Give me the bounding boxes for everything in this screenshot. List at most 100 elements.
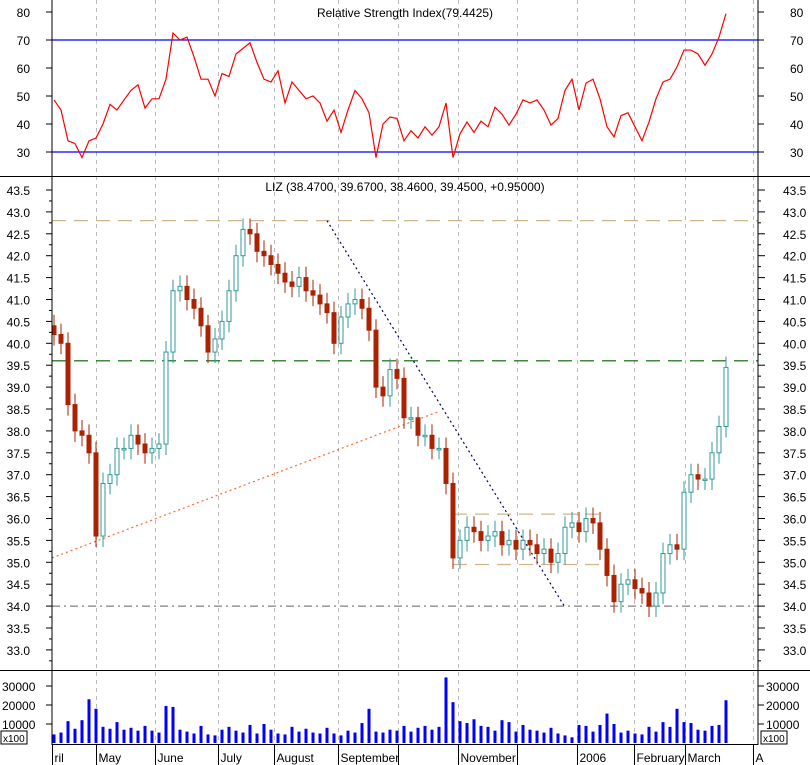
volume-bar: [59, 732, 63, 743]
price-tick-label-left: 40.5: [7, 315, 31, 329]
volume-bar: [290, 726, 294, 743]
price-tick-label-right: 36.0: [783, 513, 807, 527]
volume-bar: [164, 705, 168, 743]
candle-up: [233, 255, 239, 292]
volume-bar: [619, 732, 623, 743]
candle-up: [660, 553, 666, 594]
candle-up: [681, 491, 687, 550]
price-tick-label-right: 39.5: [783, 359, 807, 373]
volume-bar: [528, 729, 532, 743]
price-tick-label-right: 41.0: [783, 294, 807, 308]
candle-down: [639, 588, 645, 594]
volume-bar: [493, 730, 497, 743]
month-label: November: [461, 751, 516, 765]
volume-bar: [108, 728, 112, 743]
volume-bar: [52, 734, 56, 743]
volume-bar: [724, 700, 728, 743]
candle-down: [93, 452, 99, 537]
candle-up: [387, 369, 393, 397]
volume-bar: [73, 728, 77, 743]
candle-up: [107, 474, 113, 484]
volume-bar: [402, 725, 406, 743]
volume-bar: [199, 725, 203, 743]
volume-tick-label-left: 30000: [2, 680, 36, 694]
volume-bar: [486, 726, 490, 743]
volume-panel: x100 x100 30000 30000 20000 20000 10000 10000: [0, 677, 800, 745]
candle-up: [618, 583, 624, 603]
candle-down: [198, 307, 204, 327]
volume-bar: [339, 735, 343, 743]
candle-down: [79, 430, 85, 436]
month-label: July: [221, 751, 242, 765]
candle-up: [114, 447, 120, 476]
candle-down: [499, 531, 505, 546]
candle-up: [170, 290, 176, 353]
volume-bar: [458, 721, 462, 743]
volume-bar: [563, 735, 567, 743]
candle-up: [345, 303, 351, 318]
price-tick-label-right: 43.0: [783, 206, 807, 220]
candle-up: [121, 447, 127, 451]
month-label: February: [637, 751, 685, 765]
trend-line: [51, 410, 440, 559]
candle-down: [289, 281, 295, 287]
rsi-panel: Relative Strength Index(79.4425) 80 80 70 7…: [17, 6, 804, 160]
price-tick-label-right: 37.0: [783, 469, 807, 483]
price-tick-label-right: 33.0: [783, 644, 807, 658]
candle-up: [226, 290, 232, 322]
volume-bar: [325, 727, 329, 743]
candle-down: [51, 325, 57, 336]
volume-bar: [542, 732, 546, 743]
rsi-tick-label-right: 40: [790, 118, 804, 132]
candle-down: [191, 299, 197, 309]
candle-down: [86, 434, 92, 454]
candle-down: [590, 518, 596, 524]
volume-bar: [283, 734, 287, 743]
candle-up: [352, 299, 358, 305]
volume-bar: [304, 728, 308, 743]
rsi-tick-label-right: 30: [790, 146, 804, 160]
volume-bar: [640, 734, 644, 743]
month-label: September: [341, 751, 400, 765]
candle-down: [324, 303, 330, 314]
candle-up: [436, 447, 442, 451]
volume-bar: [647, 726, 651, 743]
volume-bar: [353, 732, 357, 743]
volume-bar: [521, 724, 525, 743]
candle-up: [569, 522, 575, 528]
price-tick-label-left: 33.0: [7, 644, 31, 658]
price-tick-label-right: 43.5: [783, 184, 807, 198]
candle-down: [261, 250, 267, 257]
rsi-tick-label-left: 40: [17, 118, 31, 132]
candle-down: [268, 255, 274, 265]
volume-tick-label-right: 20000: [766, 699, 800, 713]
candle-down: [611, 574, 617, 603]
volume-tick-label-left: 20000: [2, 699, 36, 713]
volume-bar: [395, 730, 399, 743]
price-title: LIZ (38.4700, 39.6700, 38.4600, 39.4500,…: [265, 180, 544, 194]
volume-bar: [612, 724, 616, 743]
rsi-tick-label-right: 70: [790, 34, 804, 48]
month-label: June: [158, 751, 184, 765]
time-axis-labels: ril May June July August September November 200…: [52, 745, 764, 765]
candle-up: [457, 539, 463, 559]
rsi-title: Relative Strength Index(79.4425): [317, 6, 493, 20]
candle-up: [163, 351, 169, 445]
month-label: March: [688, 751, 721, 765]
candle-up: [506, 539, 512, 546]
volume-bar: [206, 734, 210, 743]
price-tick-label-left: 36.0: [7, 513, 31, 527]
price-tick-label-right: 38.5: [783, 403, 807, 417]
candle-up: [716, 426, 722, 454]
volume-bar: [661, 722, 665, 743]
candle-up: [541, 548, 547, 555]
volume-bar: [437, 726, 441, 743]
candle-down: [380, 386, 386, 397]
volume-bar: [430, 729, 434, 743]
volume-bar: [367, 708, 371, 743]
candle-down: [142, 443, 148, 454]
volume-bar: [570, 737, 574, 743]
rsi-tick-label-left: 80: [17, 6, 31, 20]
volume-bar: [675, 708, 679, 743]
